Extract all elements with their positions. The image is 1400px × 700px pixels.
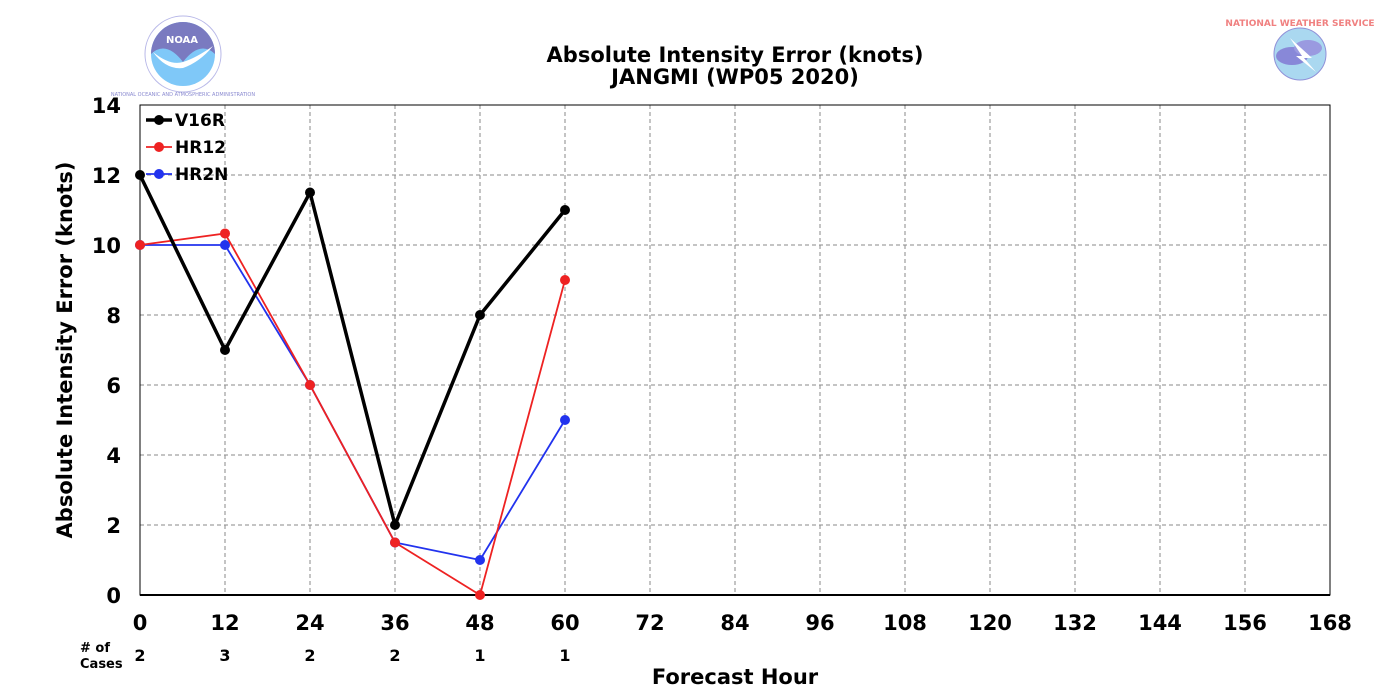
series-hr2n (135, 240, 570, 565)
data-point (305, 187, 315, 198)
nws-logo: NATIONAL WEATHER SERVICE (1225, 16, 1375, 92)
x-tick-label: 168 (1308, 611, 1352, 635)
cases-value: 2 (389, 646, 400, 665)
plot-frame (139, 104, 1331, 596)
noaa-logo: NOAA NATIONAL OCEANIC AND ATMOSPHERIC AD… (111, 15, 255, 98)
series-line (138, 174, 567, 531)
cases-value: 1 (474, 646, 485, 665)
x-tick-label: 24 (295, 611, 324, 635)
y-tick-label: 12 (92, 164, 121, 188)
series-line (140, 244, 566, 562)
legend-item-hr12: HR12 (146, 138, 226, 158)
x-tick-label: 48 (465, 611, 494, 635)
cases-row: # of Cases 2 3 2 2 1 1 (80, 641, 571, 672)
cases-label-line1: # of (80, 641, 110, 656)
legend-marker (154, 169, 164, 179)
x-tick-label: 156 (1223, 611, 1267, 635)
y-tick-label: 6 (106, 374, 121, 398)
cases-value: 3 (219, 646, 230, 665)
data-point (560, 275, 570, 285)
data-point (390, 520, 400, 530)
legend-item-v16r: V16R (146, 111, 225, 131)
x-axis-label: Forecast Hour (652, 665, 819, 689)
x-tick-label: 108 (883, 611, 927, 635)
chart-subtitle: JANGMI (WP05 2020) (609, 65, 859, 89)
x-tick-label: 72 (635, 611, 664, 635)
data-point (560, 415, 570, 425)
x-tick-label: 132 (1053, 611, 1097, 635)
x-tick-label: 96 (805, 611, 834, 635)
series-v16r (135, 170, 570, 531)
data-point (560, 205, 570, 215)
data-point (220, 345, 230, 355)
legend: V16R HR12 HR2N (146, 111, 228, 185)
y-axis-label: Absolute Intensity Error (knots) (53, 162, 77, 539)
data-point (220, 228, 230, 239)
nws-logo-text: NATIONAL WEATHER SERVICE (1225, 19, 1374, 29)
x-tick-label: 84 (720, 611, 749, 635)
series-line (139, 232, 566, 597)
data-point (305, 380, 315, 390)
cases-value: 2 (134, 646, 145, 665)
data-point (475, 555, 485, 565)
data-point (390, 537, 400, 548)
x-tick-label: 36 (380, 611, 409, 635)
plot-area: 0 12 24 36 48 60 72 84 96 108 120 132 144 156 168 0246… (80, 94, 1352, 672)
series-layer (135, 170, 570, 600)
cases-value: 2 (304, 646, 315, 665)
data-point (475, 590, 485, 600)
data-point (135, 170, 145, 180)
legend-marker (154, 115, 164, 125)
x-tick-label: 60 (550, 611, 579, 635)
data-point (135, 240, 145, 250)
y-tick-label: 0 (106, 584, 121, 608)
y-tick-label: 4 (106, 444, 121, 468)
legend-label: HR12 (175, 138, 226, 158)
cases-label-line2: Cases (80, 657, 123, 672)
data-point (475, 310, 485, 320)
x-tick-labels: 0 12 24 36 48 60 72 84 96 108 120 132 144 156 168 (133, 611, 1352, 635)
x-tick-label: 144 (1138, 611, 1182, 635)
gridlines (140, 105, 1330, 596)
x-tick-label: 12 (210, 611, 239, 635)
y-tick-label: 10 (92, 234, 121, 258)
noaa-logo-text: NOAA (166, 35, 198, 46)
cases-value: 1 (559, 646, 570, 665)
legend-label: V16R (175, 111, 225, 131)
chart-title: Absolute Intensity Error (knots) (547, 43, 924, 67)
y-tick-labels: 0 2 4 6 8 10 12 14 (92, 94, 121, 608)
x-tick-label: 0 (133, 611, 148, 635)
x-tick-label: 120 (968, 611, 1012, 635)
y-tick-label: 8 (106, 304, 121, 328)
y-tick-label: 14 (92, 94, 121, 118)
y-tick-label: 2 (106, 514, 121, 538)
noaa-seal-text: NATIONAL OCEANIC AND ATMOSPHERIC ADMINIS… (111, 92, 255, 98)
legend-item-hr2n: HR2N (146, 165, 228, 185)
series-hr12 (135, 228, 570, 600)
legend-marker (154, 142, 164, 152)
data-point (220, 240, 230, 250)
legend-label: HR2N (175, 165, 228, 185)
